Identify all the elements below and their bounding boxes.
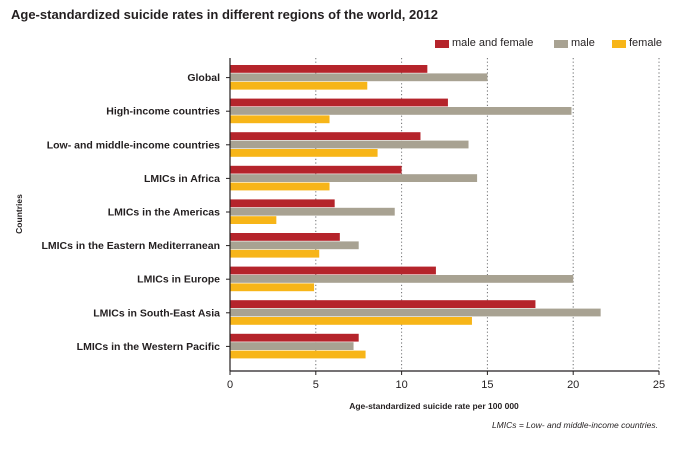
x-axis-title: Age-standardized suicide rate per 100 00… (349, 401, 519, 411)
bar-female (230, 350, 366, 359)
footnote: LMICs = Low- and middle-income countries… (491, 420, 658, 430)
legend-swatch (554, 40, 568, 48)
bar-male (230, 342, 354, 350)
bars (230, 65, 601, 359)
legend-swatch (435, 40, 449, 48)
bar-male (230, 73, 488, 82)
category-label: LMICs in Europe (137, 274, 220, 286)
bar-male (230, 107, 572, 115)
bar-male (230, 241, 359, 250)
x-tick-label: 20 (567, 379, 579, 391)
category-label: Global (187, 72, 220, 84)
category-label: High-income countries (106, 106, 220, 118)
bar-male-and-female (230, 333, 359, 342)
bar-female (230, 317, 472, 325)
bar-male (230, 275, 574, 283)
bar-female (230, 81, 368, 90)
x-tick-label: 15 (481, 379, 493, 391)
bar-female (230, 149, 378, 157)
category-label: Low- and middle-income countries (47, 139, 220, 151)
x-tick-label: 10 (395, 379, 407, 391)
bar-male-and-female (230, 65, 428, 73)
bar-male (230, 140, 469, 149)
bar-male (230, 174, 478, 182)
category-label: LMICs in the Eastern Mediterranean (41, 240, 220, 252)
x-tick-label: 25 (653, 379, 665, 391)
x-tick-label: 0 (227, 379, 233, 391)
bar-female (230, 216, 277, 224)
bar-male-and-female (230, 266, 436, 275)
legend-label: female (629, 37, 663, 49)
chart-title: Age-standardized suicide rates in differ… (11, 7, 438, 22)
bar-male-and-female (230, 132, 421, 140)
legend-swatch (612, 40, 626, 48)
category-label: LMICs in the Western Pacific (77, 341, 220, 353)
x-tick-label: 5 (313, 379, 319, 391)
category-labels: Global High-income countries Low- and midd… (41, 72, 220, 353)
category-label: LMICs in the Americas (108, 207, 220, 219)
legend-label: male and female (452, 37, 534, 49)
legend-label: male (571, 37, 595, 49)
category-label: LMICs in South-East Asia (93, 307, 220, 319)
bar-male (230, 308, 601, 317)
bar-male-and-female (230, 233, 340, 241)
bar-female (230, 283, 315, 292)
bar-female (230, 249, 320, 258)
bar-male-and-female (230, 300, 536, 308)
y-axis-title: Countries (14, 194, 24, 234)
axes: 0 5 10 15 20 25 (226, 58, 665, 391)
bar-male (230, 207, 395, 216)
category-label: LMICs in Africa (144, 173, 220, 185)
bar-female (230, 182, 330, 191)
bar-male-and-female (230, 199, 335, 208)
bar-male-and-female (230, 165, 402, 174)
bar-female (230, 115, 330, 124)
bar-male-and-female (230, 98, 448, 107)
